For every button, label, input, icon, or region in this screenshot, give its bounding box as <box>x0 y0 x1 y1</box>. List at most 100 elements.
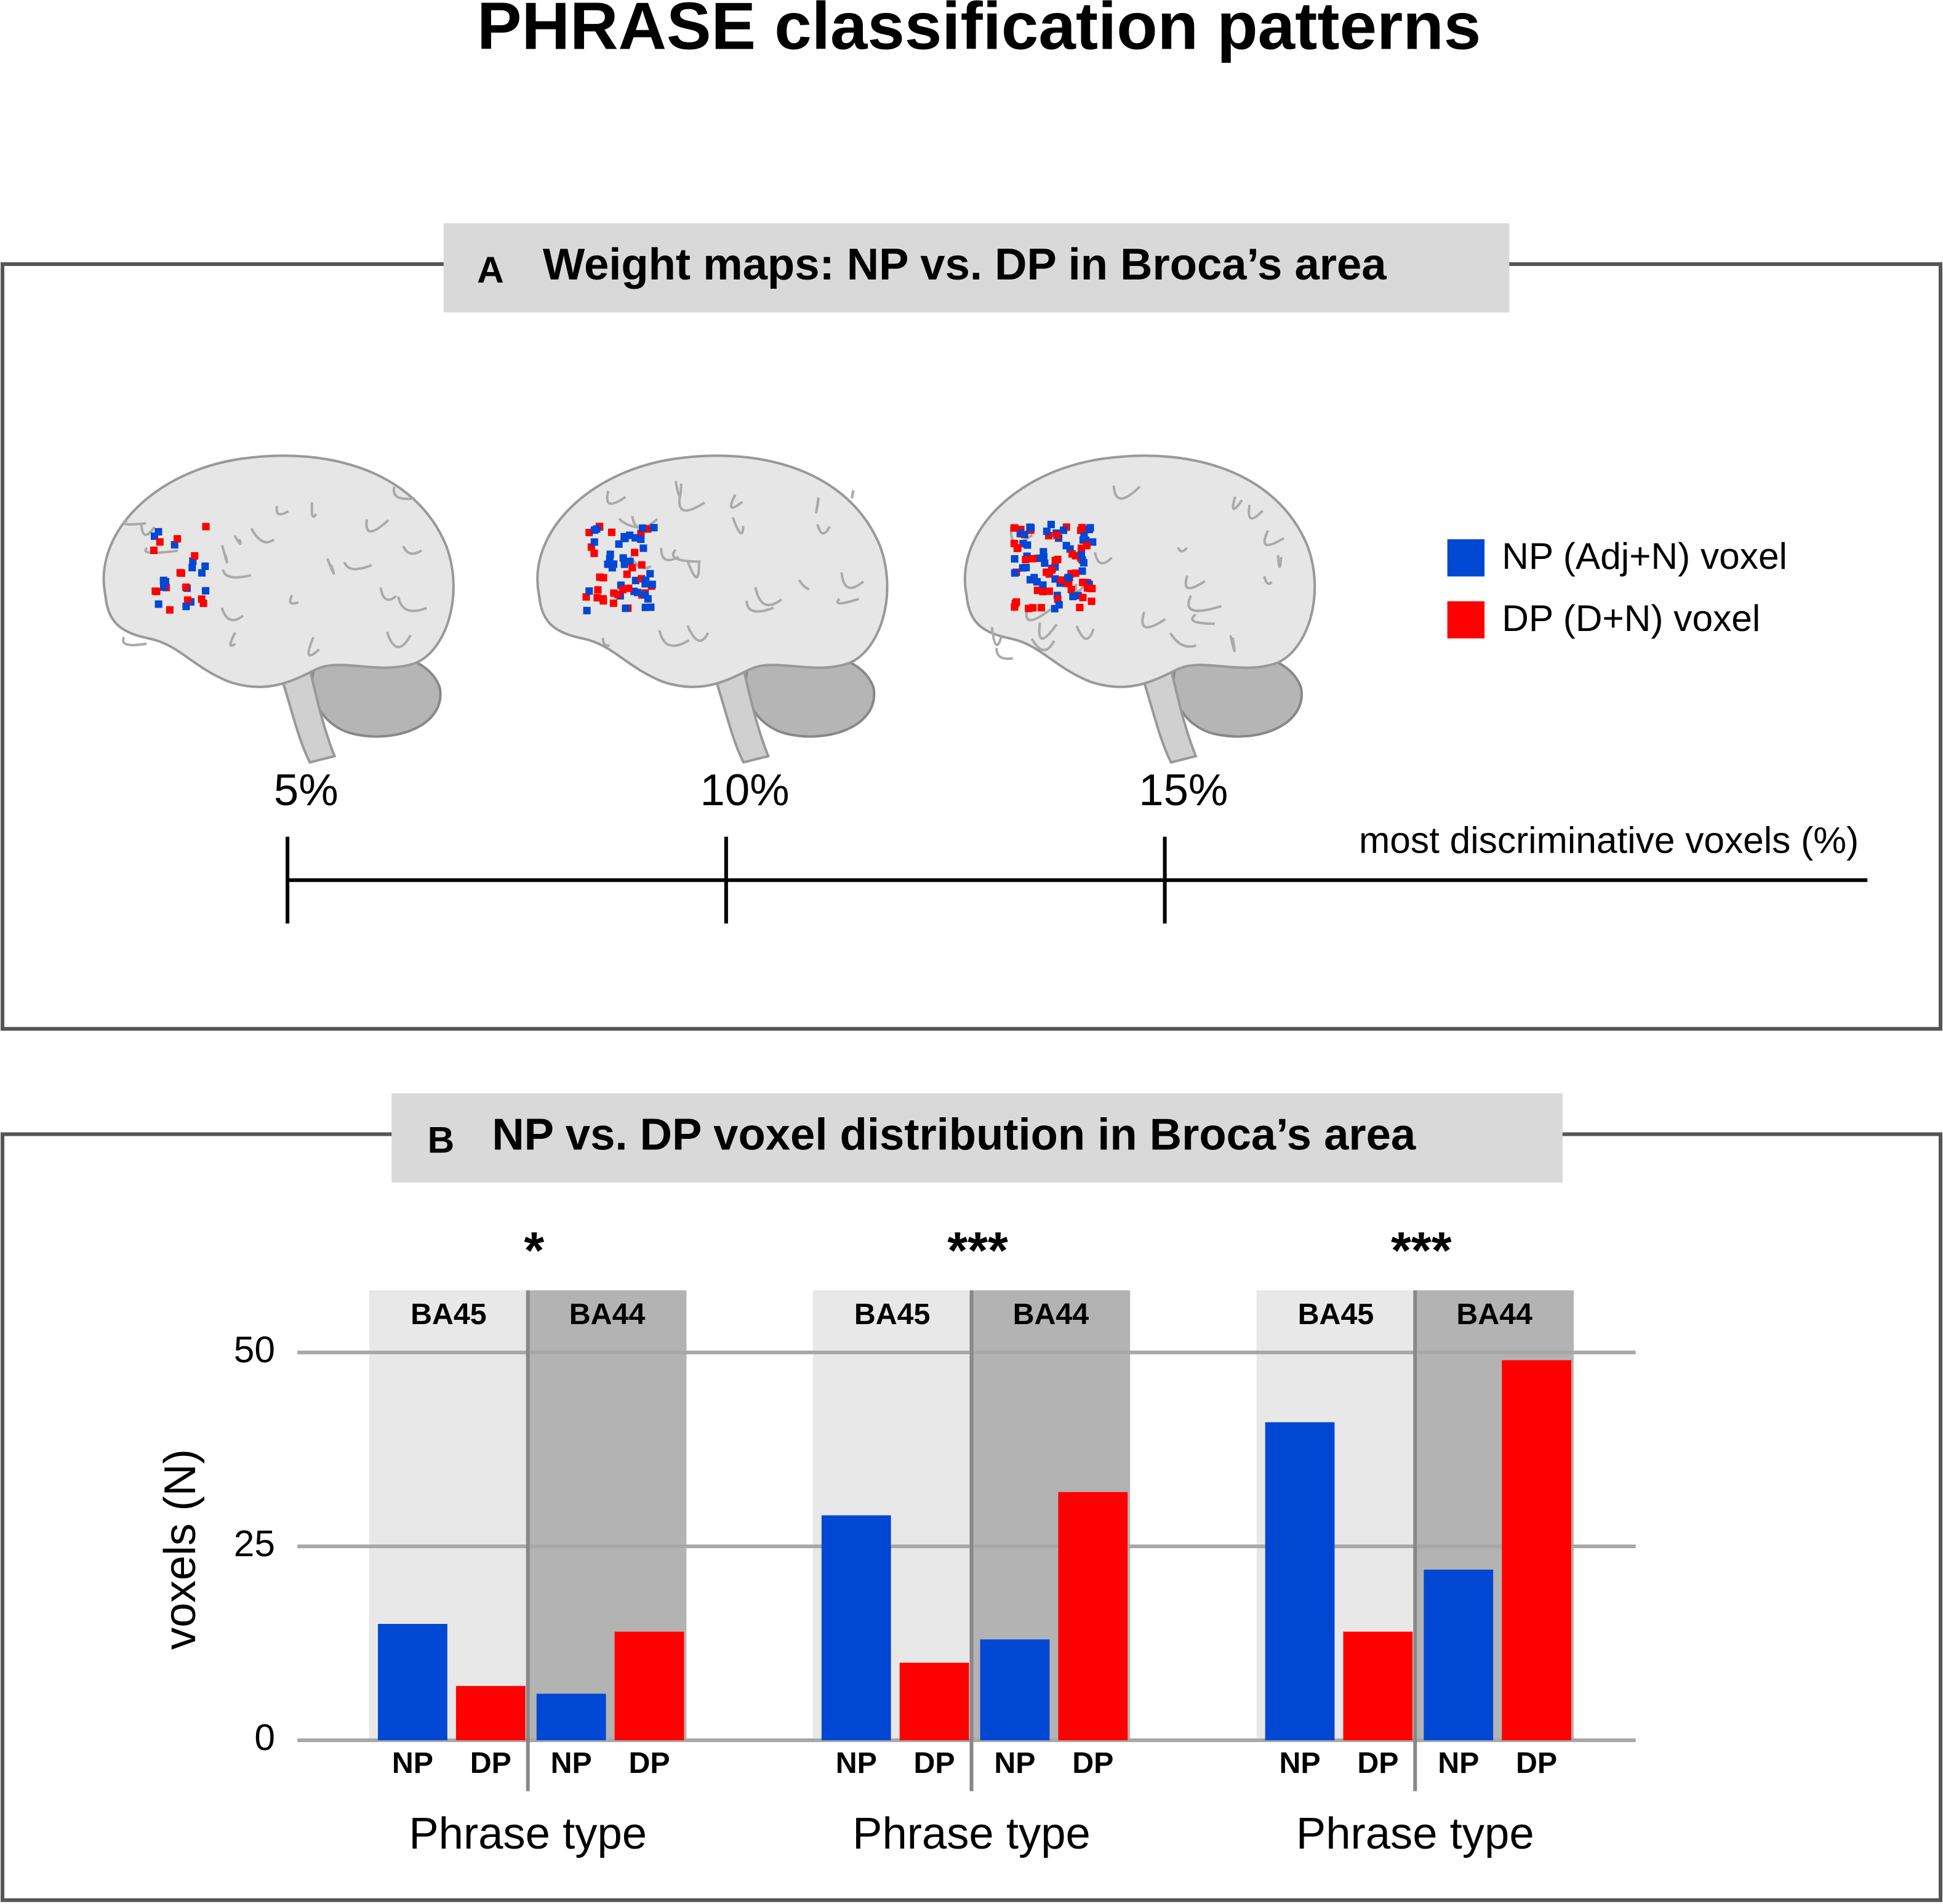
brainstem <box>1138 668 1198 764</box>
y-axis-label: voxels (N) <box>155 1449 205 1650</box>
voxel <box>1083 542 1091 550</box>
sulcus <box>745 600 774 613</box>
bar <box>1424 1569 1494 1741</box>
voxel <box>1079 593 1087 601</box>
sulcus <box>729 494 743 509</box>
voxel <box>639 544 647 552</box>
category-label: NP <box>994 1746 1035 1780</box>
voxel <box>1080 559 1088 567</box>
voxel <box>599 597 607 605</box>
voxel <box>1086 524 1094 532</box>
voxel <box>1043 528 1051 536</box>
sulcus <box>995 648 1014 661</box>
voxel <box>202 523 210 531</box>
voxel <box>582 593 590 601</box>
voxel <box>1024 541 1032 549</box>
sulcus <box>379 587 398 601</box>
sulcus <box>385 631 412 649</box>
voxel <box>153 587 161 595</box>
voxel <box>1077 551 1085 559</box>
voxel <box>1076 603 1084 611</box>
voxel <box>154 528 162 536</box>
sulcus <box>1232 496 1243 510</box>
figure-title: PHRASE classification patterns <box>477 0 1481 63</box>
sulcus <box>1263 576 1273 585</box>
scale-label: most discriminative voxels (%) <box>1359 819 1859 861</box>
sulcus <box>250 528 275 544</box>
sulcus <box>754 587 783 606</box>
significance: *** <box>1391 1221 1452 1279</box>
panel-a-header <box>443 223 1510 313</box>
voxel <box>641 603 649 611</box>
sulcus <box>606 490 627 505</box>
sulcus <box>731 516 745 535</box>
voxel <box>1039 581 1047 589</box>
sulcus <box>815 497 820 514</box>
region-label: BA44 <box>569 1298 646 1331</box>
voxel <box>590 549 598 557</box>
voxel <box>619 585 627 593</box>
brainstem <box>710 668 771 764</box>
brainstem <box>277 668 337 764</box>
y-tick-label: 50 <box>234 1328 275 1370</box>
category-label: NP <box>1279 1746 1320 1780</box>
panel-label: B <box>428 1119 455 1161</box>
panel-title: Weight maps: NP vs. DP in Broca’s area <box>543 239 1387 289</box>
sulcus <box>392 486 415 500</box>
significance: *** <box>947 1221 1008 1279</box>
scale-tick-label: 15% <box>1139 765 1228 815</box>
bar <box>980 1639 1050 1741</box>
voxel <box>1012 598 1020 606</box>
voxel <box>1053 531 1061 539</box>
category-label: DP <box>1516 1746 1557 1780</box>
voxel <box>633 588 641 597</box>
voxel <box>1014 544 1022 552</box>
voxel <box>170 540 178 549</box>
voxel <box>1039 587 1047 596</box>
x-axis-label: Phrase type <box>409 1809 647 1858</box>
voxel <box>166 606 174 614</box>
sulcus <box>310 502 318 518</box>
voxel <box>593 593 601 602</box>
panel-b-header <box>391 1093 1563 1183</box>
sulcus <box>601 638 610 647</box>
voxel <box>631 548 639 556</box>
voxel <box>1089 538 1097 546</box>
sulcus <box>220 607 244 622</box>
bar <box>821 1515 891 1741</box>
sulcus <box>1263 529 1285 547</box>
sulcus <box>229 632 236 647</box>
voxel <box>1088 597 1096 605</box>
voxel <box>1048 566 1056 574</box>
sulcus <box>397 597 428 613</box>
bar <box>1343 1631 1413 1741</box>
sulcus <box>1025 608 1052 622</box>
sulcus <box>1094 552 1113 564</box>
voxel <box>1080 532 1088 540</box>
voxel <box>593 525 601 533</box>
voxel <box>1067 585 1075 593</box>
voxel <box>594 586 602 594</box>
bar <box>378 1624 447 1741</box>
voxel <box>199 600 207 608</box>
sulcus <box>798 579 810 590</box>
scale-tick-label: 10% <box>700 765 790 815</box>
voxel <box>156 538 164 546</box>
region-label: BA45 <box>1298 1298 1374 1331</box>
voxel <box>1054 595 1062 603</box>
voxel <box>646 569 654 578</box>
sulcus <box>836 598 859 605</box>
category-label: DP <box>628 1746 670 1780</box>
sulcus <box>1075 584 1086 593</box>
voxel <box>150 546 158 555</box>
sulcus <box>686 561 700 579</box>
voxel <box>1022 555 1030 564</box>
sulcus <box>326 558 335 575</box>
voxel <box>583 606 591 614</box>
category-label: NP <box>551 1746 592 1780</box>
x-axis-label: Phrase type <box>1296 1809 1534 1858</box>
significance: * <box>524 1221 544 1279</box>
voxel <box>188 564 196 572</box>
voxel <box>1068 550 1076 558</box>
